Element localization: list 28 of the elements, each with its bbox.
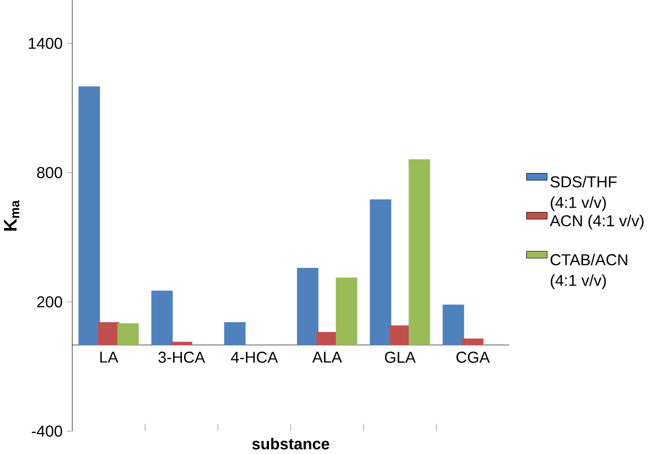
x-tick-label: 4-HCA <box>230 352 278 364</box>
legend-label: SDS/THF (4:1 v/v) <box>550 176 617 212</box>
bar <box>316 332 338 346</box>
y-axis-title: K$_{ma}$ <box>4 200 20 231</box>
bar <box>370 200 392 346</box>
y-tick-label: 800 <box>37 167 62 178</box>
bar <box>170 342 192 346</box>
y-tick-label: 1400 <box>28 38 62 50</box>
legend-label: CTAB/ACN (4:1 v/v) <box>550 254 628 290</box>
bar <box>442 304 464 346</box>
bar <box>98 322 120 346</box>
legend-label: ACN (4:1 v/v) <box>550 215 644 230</box>
x-tick-label: GLA <box>384 352 416 364</box>
bar <box>297 268 318 346</box>
bar <box>151 290 173 346</box>
bar <box>462 338 484 346</box>
x-tick-label: LA <box>100 352 118 363</box>
bar <box>117 323 139 346</box>
bar <box>78 86 100 346</box>
x-tick-label: CGA <box>456 352 490 364</box>
y-tick-label: -400 <box>32 426 62 437</box>
bar <box>408 160 430 346</box>
x-axis-title: substance <box>252 438 330 450</box>
x-tick-label: 3-HCA <box>158 352 206 364</box>
bar <box>336 278 358 346</box>
bar <box>224 322 246 346</box>
x-tick-label: ALA <box>312 352 342 363</box>
y-tick-label: 200 <box>37 296 62 308</box>
